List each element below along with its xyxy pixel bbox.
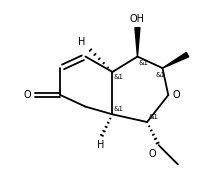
Polygon shape	[135, 28, 140, 57]
Text: OH: OH	[130, 14, 145, 24]
Text: &1: &1	[138, 60, 149, 66]
Text: O: O	[173, 90, 180, 100]
Text: O: O	[24, 90, 32, 100]
Text: &1: &1	[156, 72, 166, 78]
Text: H: H	[97, 140, 105, 150]
Text: &1: &1	[114, 74, 124, 80]
Polygon shape	[162, 52, 189, 68]
Text: H: H	[78, 37, 86, 47]
Text: O: O	[148, 149, 156, 159]
Text: &1: &1	[148, 114, 158, 120]
Text: &1: &1	[114, 106, 124, 112]
